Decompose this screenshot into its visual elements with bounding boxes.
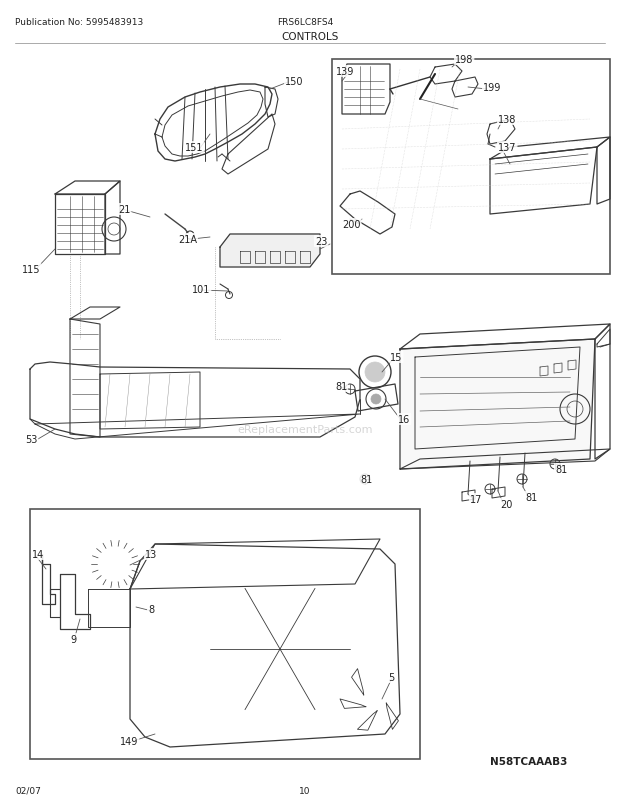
- Text: 23: 23: [315, 237, 327, 247]
- Text: 101: 101: [192, 285, 210, 294]
- Bar: [30, 509, 420, 759]
- Text: 138: 138: [498, 115, 516, 125]
- Text: 150: 150: [285, 77, 304, 87]
- Polygon shape: [342, 65, 390, 115]
- Text: 137: 137: [498, 143, 516, 153]
- Text: 13: 13: [145, 549, 157, 559]
- Polygon shape: [452, 78, 478, 98]
- Polygon shape: [386, 703, 399, 730]
- Circle shape: [109, 602, 121, 614]
- Text: CONTROLS: CONTROLS: [281, 32, 339, 42]
- Text: N58TCAAAB3: N58TCAAAB3: [490, 756, 567, 766]
- Text: 151: 151: [185, 143, 203, 153]
- Polygon shape: [340, 699, 366, 708]
- Text: 149: 149: [120, 736, 138, 746]
- Text: 10: 10: [299, 786, 311, 795]
- Text: 17: 17: [470, 494, 482, 504]
- Polygon shape: [430, 65, 462, 85]
- Text: 9: 9: [70, 634, 76, 644]
- Polygon shape: [220, 235, 320, 268]
- Text: 198: 198: [455, 55, 474, 65]
- Text: 8: 8: [148, 604, 154, 614]
- Polygon shape: [490, 148, 597, 215]
- Text: 200: 200: [342, 220, 360, 229]
- Text: 21: 21: [118, 205, 130, 215]
- Text: 16: 16: [398, 415, 410, 424]
- Text: 81: 81: [525, 492, 538, 502]
- Circle shape: [101, 593, 129, 622]
- Text: 15: 15: [390, 353, 402, 363]
- Bar: [332, 60, 610, 274]
- Text: Publication No: 5995483913: Publication No: 5995483913: [15, 18, 143, 27]
- Polygon shape: [400, 339, 595, 469]
- Polygon shape: [358, 711, 377, 731]
- Text: eReplacementParts.com: eReplacementParts.com: [237, 424, 373, 435]
- Circle shape: [371, 395, 381, 404]
- Text: 5: 5: [388, 672, 394, 683]
- Text: 81: 81: [360, 475, 372, 484]
- Text: 21A: 21A: [178, 235, 197, 245]
- Text: 115: 115: [22, 265, 40, 274]
- Polygon shape: [88, 589, 130, 627]
- Text: 199: 199: [483, 83, 502, 93]
- Text: 81: 81: [555, 464, 567, 475]
- Text: 20: 20: [500, 500, 512, 509]
- Text: 81: 81: [335, 382, 347, 391]
- Text: 53: 53: [25, 435, 37, 444]
- Text: 14: 14: [32, 549, 44, 559]
- Circle shape: [365, 363, 385, 383]
- Text: 139: 139: [336, 67, 355, 77]
- Text: 02/07: 02/07: [15, 786, 41, 795]
- Polygon shape: [352, 669, 364, 695]
- Text: FRS6LC8FS4: FRS6LC8FS4: [277, 18, 333, 27]
- Circle shape: [268, 638, 292, 661]
